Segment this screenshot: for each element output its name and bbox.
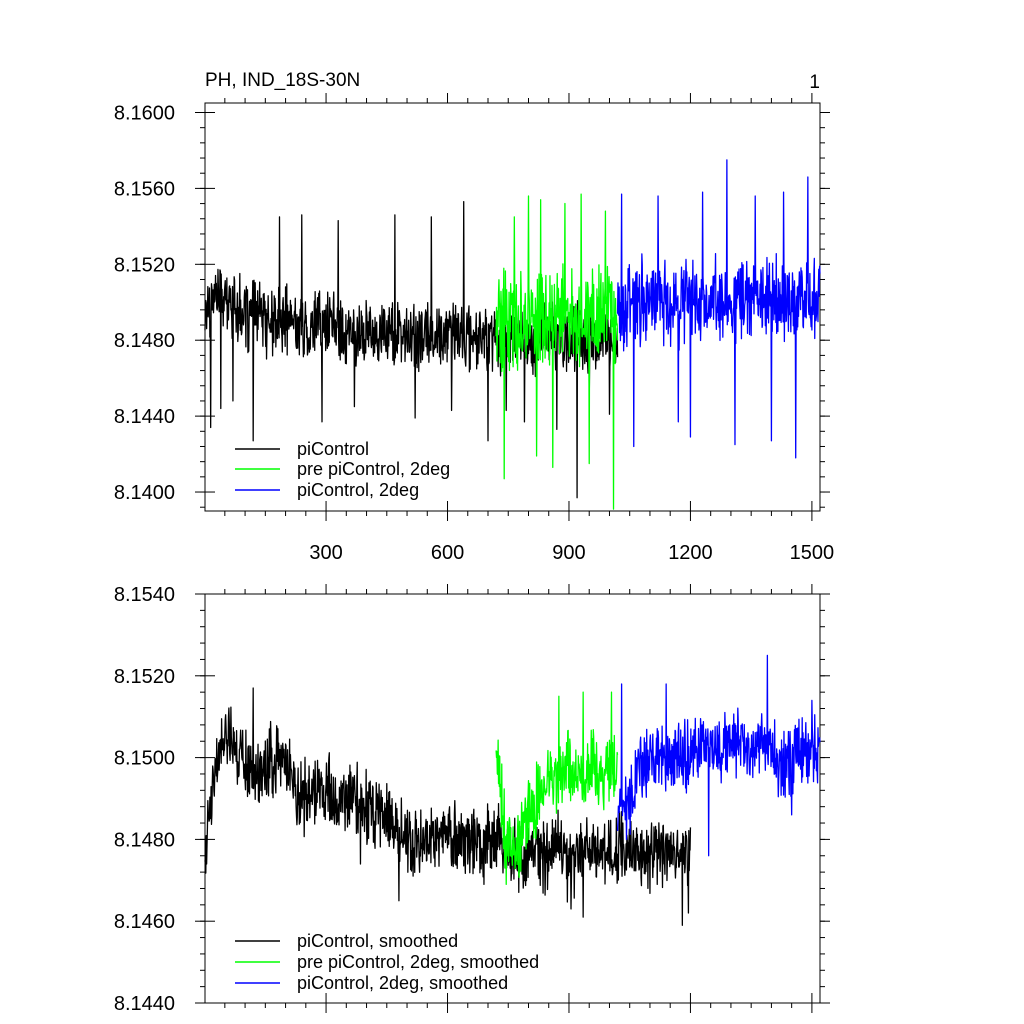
top-series-group — [204, 159, 821, 510]
bottom-series-line-2 — [616, 654, 821, 857]
top-legend: piControl pre piControl, 2deg piControl,… — [235, 439, 450, 500]
top-y-tick-label: 8.1600 — [114, 102, 175, 124]
bottom-plot-frame — [204, 593, 821, 1004]
bottom-series-group — [204, 654, 821, 926]
bottom-y-tick-label: 8.1440 — [114, 993, 175, 1015]
top-legend-label-2: piControl, 2deg — [297, 480, 419, 500]
bottom-y-tick-label: 8.1480 — [114, 829, 175, 851]
top-y-tick-label: 8.1400 — [114, 482, 175, 504]
bottom-series-line-1 — [495, 691, 619, 886]
top-x-tick-label: 600 — [431, 542, 464, 564]
top-panel: 8.1400 8.1440 8.1480 8.1520 8.1560 8.1600 300 6… — [114, 70, 834, 564]
bottom-axis-ticks: 8.1440 8.1460 8.1480 8.1500 8.1520 8.1540 — [114, 584, 830, 1015]
bottom-legend: piControl, smoothed pre piControl, 2deg,… — [235, 931, 539, 993]
bottom-legend-label-0: piControl, smoothed — [297, 931, 458, 951]
top-x-tick-label: 1500 — [790, 542, 835, 564]
bottom-y-tick-label: 8.1460 — [114, 911, 175, 933]
top-x-tick-label: 300 — [309, 542, 342, 564]
bottom-y-tick-label: 8.1540 — [114, 584, 175, 606]
bottom-y-tick-label: 8.1520 — [114, 666, 175, 688]
top-legend-label-1: pre piControl, 2deg — [297, 459, 450, 479]
top-y-tick-label: 8.1520 — [114, 254, 175, 276]
top-y-tick-label: 8.1480 — [114, 330, 175, 352]
top-x-tick-label: 1200 — [668, 542, 713, 564]
bottom-legend-label-1: pre piControl, 2deg, smoothed — [297, 952, 539, 972]
bottom-series-line-0 — [204, 687, 692, 926]
bottom-legend-label-2: piControl, 2deg, smoothed — [297, 973, 508, 993]
top-legend-label-0: piControl — [297, 439, 369, 459]
bottom-panel: 8.1440 8.1460 8.1480 8.1500 8.1520 8.1540 piC… — [114, 584, 830, 1015]
top-chart-title: PH, IND_18S-30N — [205, 70, 360, 91]
top-y-tick-label: 8.1560 — [114, 178, 175, 200]
top-panel-label: 1 — [809, 72, 820, 93]
top-y-tick-label: 8.1440 — [114, 406, 175, 428]
bottom-y-tick-label: 8.1500 — [114, 748, 175, 770]
top-x-tick-label: 900 — [552, 542, 585, 564]
top-series-line-2 — [616, 159, 821, 459]
top-axis-ticks: 8.1400 8.1440 8.1480 8.1520 8.1560 8.1600 300 6… — [114, 93, 834, 564]
top-series-line-1 — [495, 193, 619, 510]
